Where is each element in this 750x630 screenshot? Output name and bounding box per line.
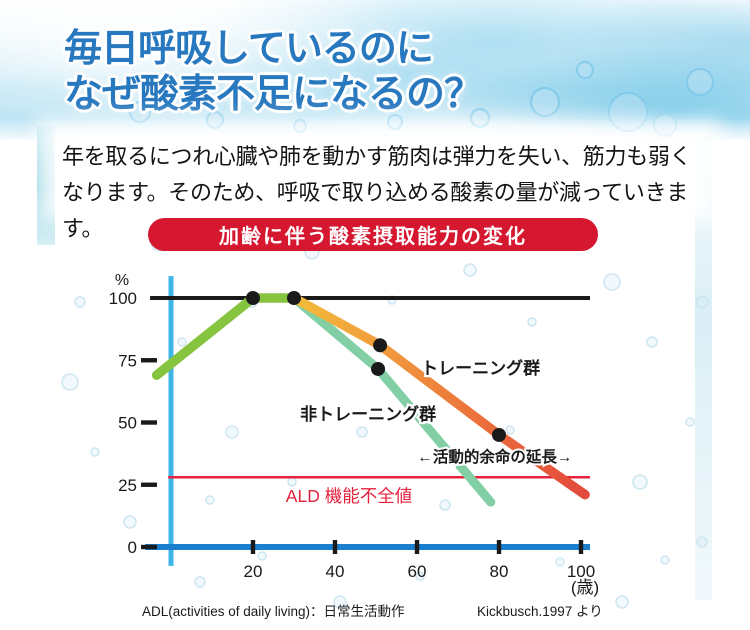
x-axis-tick (332, 540, 338, 554)
footnote-adl: ADL(activities of daily living)：日常生活動作 (142, 604, 405, 619)
y-tick-label: 75 (118, 351, 137, 370)
footnote-source: Kickbusch.1997 より (477, 604, 603, 619)
intro-paragraph: 年を取るにつれ心臓や肺を動かす筋肉は弾力を失い、筋力も弱く なります。そのため、… (62, 139, 712, 247)
x-axis-tick (414, 540, 420, 554)
y-tick-label: 100 (109, 289, 137, 308)
series-label-non-training: 非トレーニング群 (300, 404, 436, 424)
x-tick-label: 60 (408, 562, 427, 581)
water-texture-strip (37, 126, 55, 245)
page-title-line1: 毎日呼吸しているのに (64, 28, 434, 70)
y-axis-tick (141, 482, 157, 487)
section-banner: 加齢に伴う酸素摂取能力の変化 (148, 218, 598, 251)
data-point-dot (246, 291, 260, 305)
series-label-training: トレーニング群 (421, 358, 540, 378)
x-tick-label: 20 (244, 562, 263, 581)
y-axis-tick (141, 544, 157, 550)
series-line-common-rise (151, 293, 299, 380)
data-point-dot (371, 361, 386, 376)
y-tick-label: 25 (118, 476, 137, 495)
intro-line2: なります。そのため、呼吸で取り込める酸素の量が減っていきます。 (62, 180, 689, 241)
y-axis-unit-label: % (115, 272, 129, 289)
y-tick-label: 50 (118, 414, 137, 433)
x-tick-label: 40 (326, 562, 345, 581)
data-point-dot (492, 427, 506, 442)
x-axis-tick (496, 540, 502, 554)
x-axis-unit-label: (歳) (571, 578, 599, 597)
x-axis-tick (250, 540, 256, 554)
page-title-line2: なぜ酸素不足になるの？ (64, 73, 483, 116)
data-point-dot (287, 291, 301, 305)
section-banner-label: 加齢に伴う酸素摂取能力の変化 (219, 226, 527, 248)
intro-background (52, 133, 707, 209)
y-tick-label: 0 (128, 538, 137, 557)
series-line-non-training (289, 293, 496, 507)
y-axis-tick (141, 420, 157, 425)
x-tick-label: 100 (567, 562, 595, 581)
water-photo-header (0, 0, 750, 140)
series-line-training (289, 293, 590, 500)
reference-line-label-ald: ALD 機能不全値 (286, 486, 412, 506)
y-axis-tick (141, 358, 157, 363)
intro-line1: 年を取るにつれ心臓や肺を動かす筋肉は弾力を失い、筋力も弱く (62, 144, 692, 169)
x-axis-tick (578, 540, 584, 554)
page-title: 毎日呼吸しているのに なぜ酸素不足になるの？ (64, 26, 483, 118)
x-tick-label: 80 (490, 562, 509, 581)
annotation-active-life-extension: ←活動的余命の延長→ (417, 447, 572, 466)
data-point-dot (373, 338, 388, 353)
water-texture-band (695, 130, 712, 600)
